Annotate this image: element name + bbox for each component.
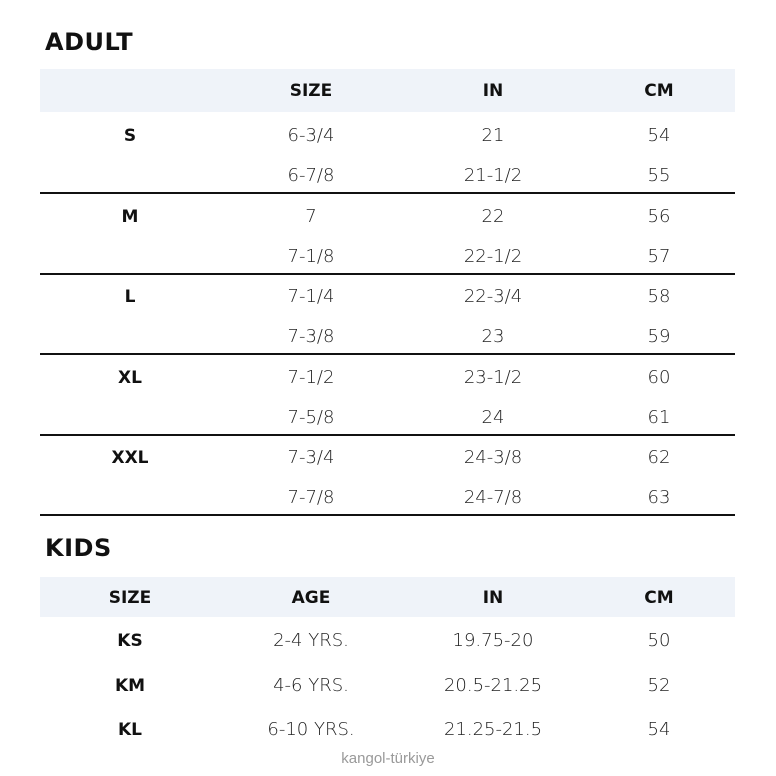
size-label: L: [124, 287, 136, 307]
table-cell: 61: [647, 406, 671, 428]
table-cell: 6-10 YRS.: [267, 719, 355, 740]
table-cell: 22-1/2: [463, 245, 523, 267]
table-cell: 7-1/4: [287, 286, 335, 307]
column-header: IN: [482, 81, 504, 101]
table-cell: 19.75-20: [452, 630, 534, 651]
size-label: KS: [117, 631, 143, 651]
column-header: IN: [482, 588, 504, 608]
table-cell: 7-3/4: [287, 447, 335, 468]
table-header-band: [40, 577, 735, 617]
table-cell: 52: [647, 674, 671, 696]
table-cell: 60: [647, 366, 671, 388]
size-label: KL: [117, 720, 142, 740]
group-divider: [40, 353, 735, 355]
table-cell: 57: [647, 245, 671, 267]
table-cell: 23-1/2: [463, 366, 523, 388]
table-cell: 58: [647, 286, 671, 307]
table-cell: 62: [647, 447, 671, 468]
column-header: AGE: [291, 588, 331, 608]
table-cell: 7: [305, 205, 317, 227]
group-divider: [40, 192, 735, 194]
table-cell: 50: [647, 630, 671, 651]
column-header: CM: [644, 588, 674, 608]
table-cell: 59: [647, 326, 671, 347]
table-cell: 6-7/8: [287, 165, 335, 186]
size-label: XXL: [111, 448, 149, 468]
column-header: SIZE: [108, 588, 152, 608]
column-header: CM: [644, 81, 674, 101]
table-cell: 24-3/8: [463, 447, 523, 468]
table-cell: 22: [481, 205, 505, 227]
column-header: SIZE: [289, 81, 333, 101]
table-cell: 21: [481, 125, 505, 146]
table-cell: 22-3/4: [463, 286, 523, 307]
table-cell: 24-7/8: [463, 487, 523, 508]
table-header-band: [40, 69, 735, 112]
table-cell: 63: [647, 487, 671, 508]
group-divider: [40, 514, 735, 516]
table-cell: 23: [481, 326, 505, 347]
table-cell: 7-1/2: [287, 366, 335, 388]
size-label: XL: [118, 367, 142, 388]
table-cell: 2-4 YRS.: [273, 630, 349, 651]
table-cell: 7-7/8: [287, 487, 335, 508]
table-cell: 21-1/2: [463, 165, 523, 186]
group-divider: [40, 272, 735, 275]
watermark: kangol-türkiye: [341, 750, 435, 767]
table-cell: 56: [647, 205, 671, 227]
section-title-kids: KIDS: [45, 534, 112, 562]
table-cell: 54: [647, 719, 671, 740]
table-cell: 4-6 YRS.: [273, 674, 349, 696]
table-cell: 54: [647, 125, 671, 146]
table-cell: 6-3/4: [287, 125, 335, 146]
table-cell: 20.5-21.25: [443, 674, 543, 696]
group-divider: [40, 433, 735, 436]
section-title-adult: ADULT: [45, 28, 134, 56]
size-label: KM: [114, 675, 146, 696]
table-cell: 7-5/8: [287, 406, 335, 428]
size-label: M: [121, 206, 139, 227]
table-cell: 21.25-21.5: [443, 719, 543, 740]
size-label: S: [123, 126, 137, 146]
table-cell: 55: [647, 165, 671, 186]
table-cell: 7-3/8: [287, 326, 335, 347]
table-cell: 24: [481, 406, 505, 428]
table-cell: 7-1/8: [287, 245, 335, 267]
